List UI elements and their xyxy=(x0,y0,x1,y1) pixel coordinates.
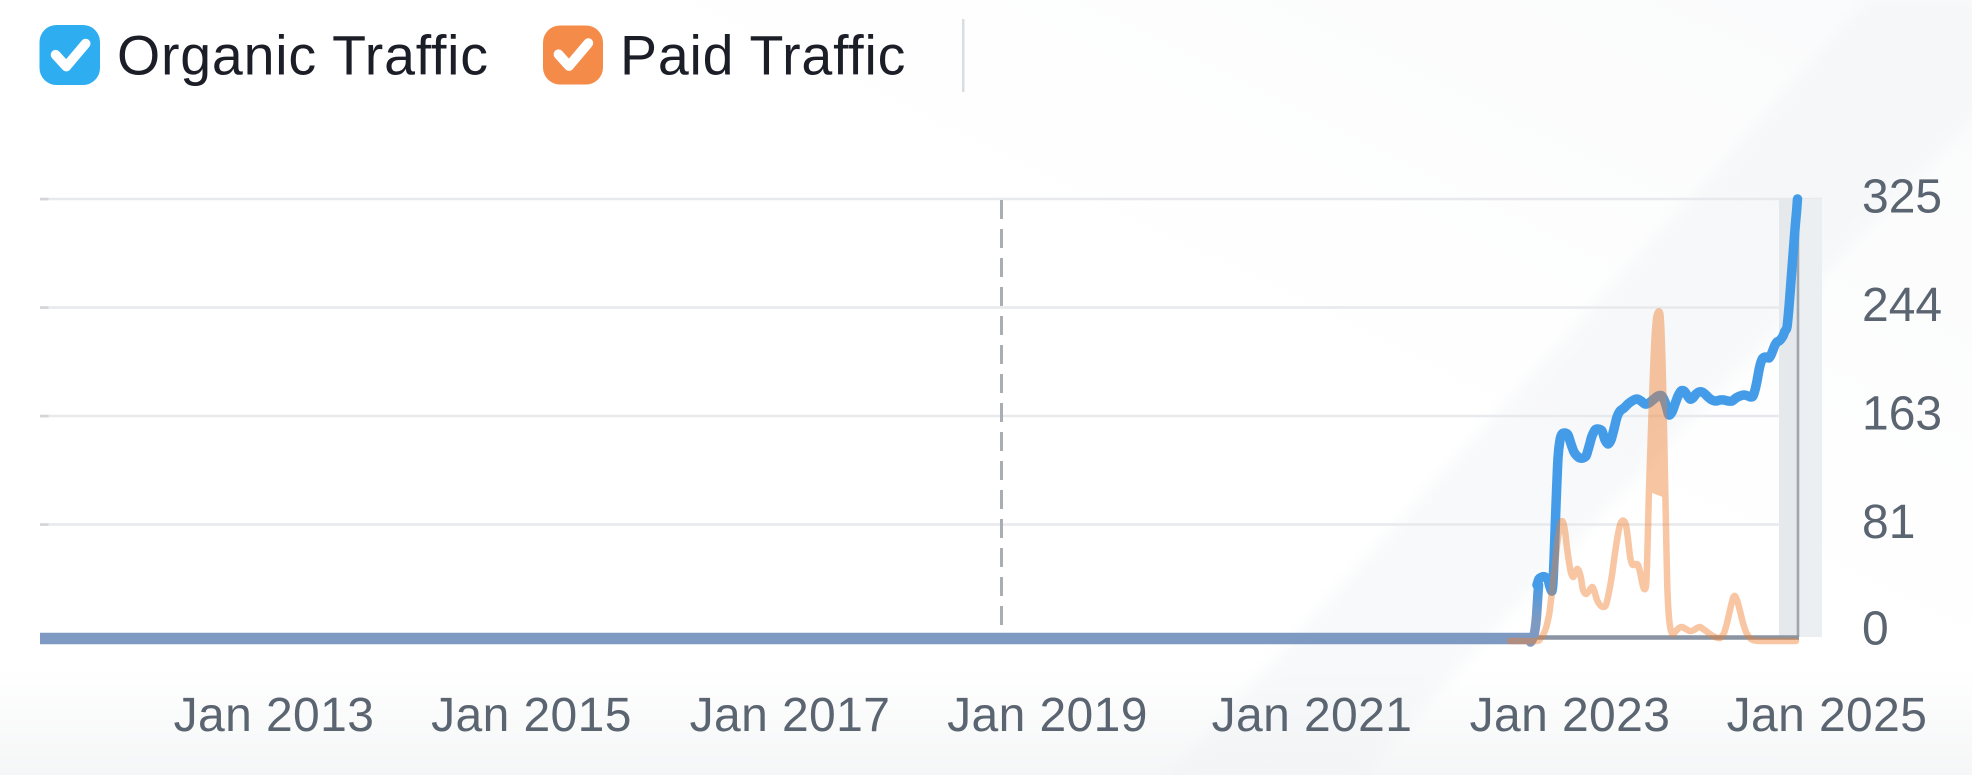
svg-text:325: 325 xyxy=(1862,171,1942,224)
svg-text:Jan 2023: Jan 2023 xyxy=(1470,689,1671,742)
svg-text:Paid Traffic: Paid Traffic xyxy=(620,25,906,87)
svg-text:81: 81 xyxy=(1862,496,1915,549)
svg-text:Jan 2025: Jan 2025 xyxy=(1727,689,1928,742)
svg-text:0: 0 xyxy=(1862,603,1889,656)
svg-text:Jan 2021: Jan 2021 xyxy=(1212,689,1413,742)
svg-text:244: 244 xyxy=(1862,279,1942,332)
svg-text:Organic Traffic: Organic Traffic xyxy=(117,25,489,87)
svg-text:163: 163 xyxy=(1862,388,1942,441)
svg-text:Jan 2019: Jan 2019 xyxy=(947,689,1148,742)
svg-text:Jan 2015: Jan 2015 xyxy=(431,689,632,742)
svg-text:Jan 2013: Jan 2013 xyxy=(174,689,375,742)
svg-text:Jan 2017: Jan 2017 xyxy=(690,689,891,742)
